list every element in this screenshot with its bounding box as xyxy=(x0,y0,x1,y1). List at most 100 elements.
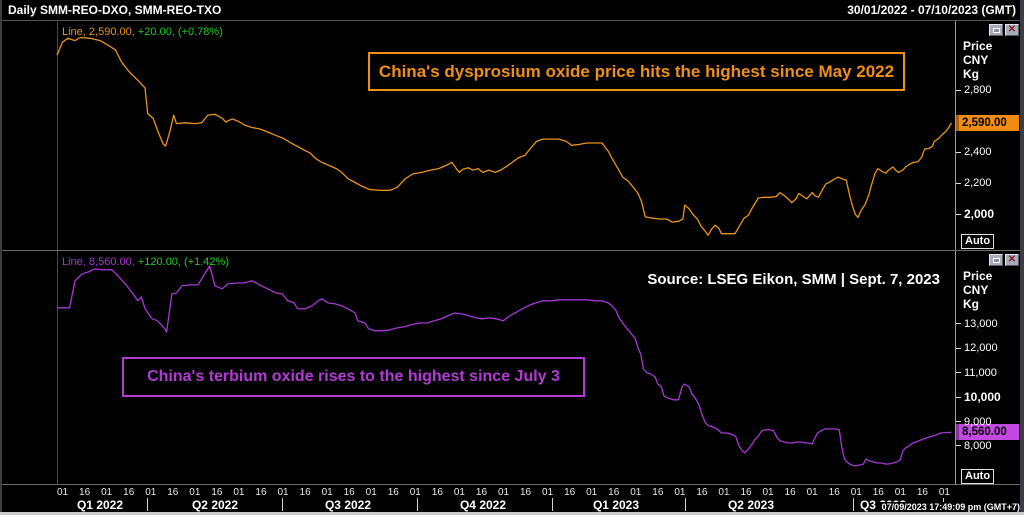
x-tick-label: 16 xyxy=(784,487,796,498)
txo-legend: Line, 8,560.00, +120.00, (+1.42%) xyxy=(62,256,229,268)
tick-label: 2,200 xyxy=(964,177,992,190)
restore-button[interactable] xyxy=(989,24,1003,36)
tick-mark xyxy=(956,89,961,91)
close-icon: ✕ xyxy=(1007,24,1017,35)
x-tick-label: 16 xyxy=(740,487,752,498)
quarter-separator xyxy=(282,498,283,511)
quarter-separator xyxy=(147,498,148,511)
tick-label: 2,400 xyxy=(964,146,992,159)
dxo-chart-area[interactable] xyxy=(0,21,955,250)
dxo-auto-scale-button[interactable]: Auto xyxy=(961,234,995,249)
dxo-legend-value: Line, 2,590.00, xyxy=(62,26,135,38)
window-border-bottom xyxy=(0,512,1024,515)
time-axis[interactable]: 01 16 01 16 01 16 01 16 01 16 01 16 01 16 01 16 01 16 01 16… xyxy=(0,484,1024,513)
quarter-separator xyxy=(853,498,854,511)
quarter-separator xyxy=(685,498,686,511)
x-tick-label: 16 xyxy=(828,487,840,498)
x-tick-label: 16 xyxy=(872,487,884,498)
y-tick-13000: 13,000 xyxy=(956,317,998,331)
close-button[interactable]: ✕ xyxy=(1005,254,1019,266)
x-tick-label: 01 xyxy=(806,487,818,498)
x-tick-label: 01 xyxy=(850,487,862,498)
restore-button[interactable] xyxy=(989,254,1003,266)
quarter-label: Q4 2022 xyxy=(459,498,507,512)
tick-label: 11,000 xyxy=(964,366,997,379)
x-tick-label: 01 xyxy=(365,487,377,498)
tick-label: 12,000 xyxy=(964,342,998,355)
dxo-legend-change: +20.00, (+0.78%) xyxy=(137,26,223,38)
x-tick-label: 01 xyxy=(542,487,554,498)
tick-mark xyxy=(956,182,961,184)
axis-price-label: Price xyxy=(963,269,993,283)
x-tick-label: 01 xyxy=(762,487,774,498)
dxo-legend: Line, 2,590.00, +20.00, (+0.78%) xyxy=(62,26,223,38)
SMM-REO-DXO-price-line xyxy=(56,36,952,236)
x-tick-label: 01 xyxy=(453,487,465,498)
x-tick-label: 01 xyxy=(718,487,730,498)
x-tick-label: 16 xyxy=(652,487,664,498)
y-tick-2200: 2,200 xyxy=(956,176,992,190)
x-tick-label: 16 xyxy=(519,487,532,498)
tick-label: 2,000 xyxy=(964,207,995,222)
x-tick-label: 16 xyxy=(696,487,708,498)
dxo-annotation[interactable]: China's dysprosium oxide price hits the … xyxy=(368,52,905,91)
x-tick-label: 01 xyxy=(277,487,289,498)
SMM-REO-TXO-price-line xyxy=(57,265,952,467)
x-tick-label: 16 xyxy=(299,487,311,498)
x-tick-label: 16 xyxy=(343,487,355,498)
quarter-separator xyxy=(552,498,553,511)
axis-cny-label: CNY xyxy=(963,283,989,297)
x-tick-label: 16 xyxy=(475,487,488,498)
time-axis-minor-labels: 01 16 01 16 01 16 01 16 01 16 01 16 01 16 01 16 01 16 01 16… xyxy=(57,487,950,498)
close-icon: ✕ xyxy=(1007,254,1017,265)
x-tick-label: 16 xyxy=(79,487,91,498)
tick-label: 2,800 xyxy=(964,84,992,97)
x-tick-label: 01 xyxy=(497,487,510,498)
tick-mark xyxy=(956,213,961,215)
x-tick-label: 16 xyxy=(564,487,576,498)
x-tick-label: 01 xyxy=(101,487,113,498)
tick-mark xyxy=(956,347,961,349)
restore-icon xyxy=(992,27,1000,33)
close-button[interactable]: ✕ xyxy=(1005,24,1019,36)
tick-label: 10,000 xyxy=(964,390,1001,405)
quarter-separator xyxy=(417,498,418,511)
x-tick-label: 16 xyxy=(255,487,267,498)
y-tick-8000: 8,000 xyxy=(956,439,992,453)
quarter-label: Q2 2022 xyxy=(191,498,239,512)
status-timestamp: 07/09/2023 17:49:09 pm (GMT+7) xyxy=(876,502,1020,512)
restore-icon xyxy=(992,257,1000,263)
txo-axis-title: Price CNY Kg xyxy=(963,269,992,311)
x-tick-label: 01 xyxy=(233,487,245,498)
x-tick-label: 01 xyxy=(409,487,421,498)
quarter-label: Q1 2022 xyxy=(76,498,124,512)
axis-kg-label: Kg xyxy=(963,297,979,311)
x-tick-label: 01 xyxy=(57,487,69,498)
x-tick-label: 01 xyxy=(189,487,201,498)
source-note: Source: LSEG Eikon, SMM | Sept. 7, 2023 xyxy=(647,271,940,288)
y-tick-2400: 2,400 xyxy=(956,145,992,159)
x-tick-label: 01 xyxy=(938,487,950,498)
x-tick-label: 16 xyxy=(167,487,179,498)
x-tick-label: 16 xyxy=(608,487,620,498)
tick-mark xyxy=(956,396,961,398)
axis-kg-label: Kg xyxy=(963,67,979,81)
tick-mark xyxy=(956,151,961,153)
y-tick-10000: 10,000 xyxy=(956,390,1001,404)
quarter-label: Q1 2023 xyxy=(592,498,640,512)
tick-mark xyxy=(956,445,961,447)
txo-chart-area[interactable] xyxy=(0,251,955,485)
x-tick-label: 16 xyxy=(916,487,928,498)
axis-cny-label: CNY xyxy=(963,53,989,67)
x-tick-label: 01 xyxy=(674,487,686,498)
y-tick-2800: 2,800 xyxy=(956,83,992,97)
tick-label: 13,000 xyxy=(964,317,998,330)
txo-auto-scale-button[interactable]: Auto xyxy=(961,469,995,484)
x-tick-label: 01 xyxy=(894,487,906,498)
axis-price-label: Price xyxy=(963,39,993,53)
x-tick-label: 01 xyxy=(586,487,598,498)
x-tick-label: 16 xyxy=(123,487,135,498)
pane-dysprosium: Line, 2,590.00, +20.00, (+0.78%) China's… xyxy=(0,21,1024,250)
txo-annotation[interactable]: China's terbium oxide rises to the highe… xyxy=(122,357,585,397)
